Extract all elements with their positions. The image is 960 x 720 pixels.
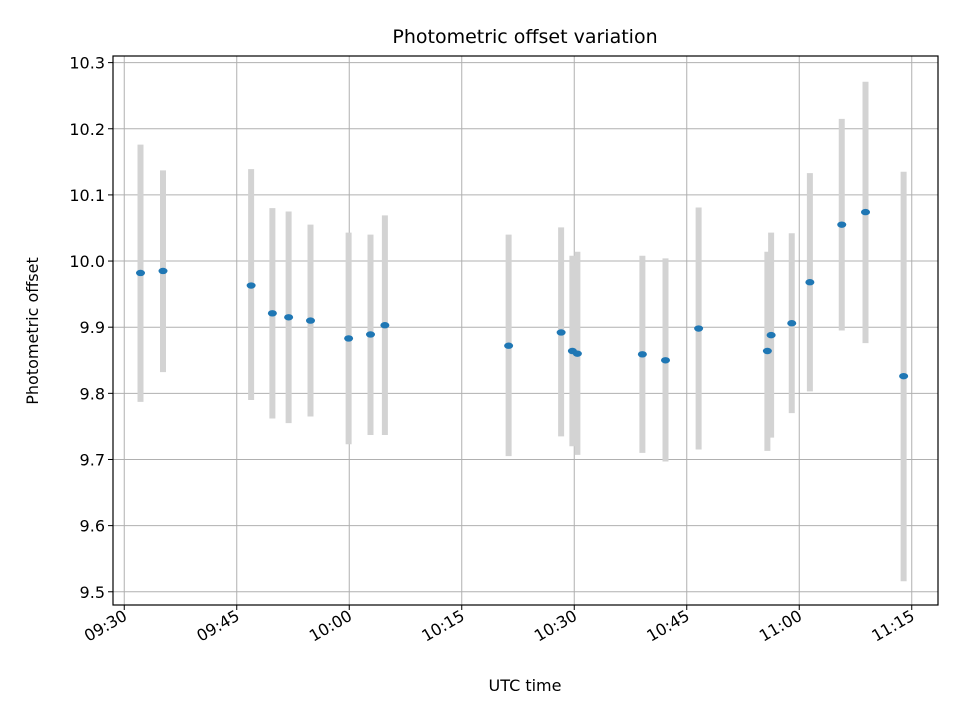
- y-tick-label: 10.3: [69, 54, 105, 73]
- data-point: [694, 325, 704, 332]
- data-point: [805, 279, 815, 286]
- y-tick-label: 9.5: [80, 583, 105, 602]
- y-tick-label: 9.7: [80, 450, 105, 469]
- data-point: [766, 331, 776, 339]
- data-point: [158, 267, 168, 275]
- data-point: [837, 221, 847, 228]
- y-tick-label: 10.1: [69, 186, 105, 205]
- data-point: [556, 329, 566, 336]
- plot-frame: [112, 55, 939, 606]
- data-point: [306, 317, 315, 324]
- y-axis-label: Photometric offset: [23, 257, 42, 405]
- data-point: [787, 320, 797, 327]
- y-tick-label: 9.8: [80, 384, 105, 403]
- y-tick-label: 9.9: [80, 318, 105, 337]
- y-tick-label: 10.2: [69, 120, 105, 139]
- data-point: [284, 314, 294, 321]
- x-axis-label: UTC time: [489, 676, 562, 695]
- data-point: [344, 335, 354, 342]
- data-point: [504, 342, 514, 349]
- data-point: [267, 310, 277, 317]
- y-tick-label: 9.6: [80, 517, 105, 536]
- data-point: [861, 208, 870, 216]
- data-point: [637, 351, 647, 358]
- data-points: [136, 208, 909, 380]
- chart-title: Photometric offset variation: [392, 26, 657, 48]
- data-point: [366, 331, 375, 338]
- y-tick-label: 10.0: [69, 252, 105, 271]
- y-axis-ticks: 9.5 9.6 9.7 9.8 9.9 10.0 10.1 10.2 10.3: [69, 54, 113, 602]
- data-point: [246, 282, 256, 289]
- data-point: [380, 322, 390, 329]
- data-point: [762, 347, 772, 355]
- data-point: [136, 269, 145, 277]
- data-point: [661, 357, 670, 364]
- data-point: [572, 350, 582, 357]
- data-point: [899, 372, 909, 380]
